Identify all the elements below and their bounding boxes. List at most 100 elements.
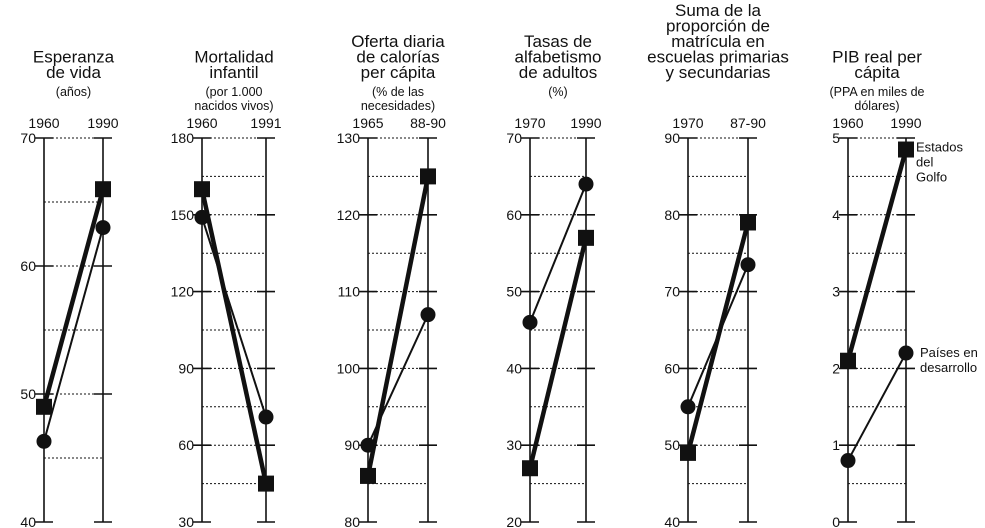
data-point-square <box>420 168 436 185</box>
y-tick-label: 120 <box>171 284 195 300</box>
y-tick-label: 3 <box>832 284 840 300</box>
y-tick-label: 90 <box>178 360 194 376</box>
data-point-circle <box>522 314 538 330</box>
series-line-gulf <box>199 188 269 485</box>
data-point-square <box>36 398 52 415</box>
y-tick-label: 60 <box>178 437 194 453</box>
panel-subtitle-line: (años) <box>56 85 91 99</box>
y-tick-label: 100 <box>337 360 361 376</box>
data-point-circle <box>898 345 914 361</box>
data-point-square <box>95 181 111 198</box>
panel-title-line: alfabetismo <box>515 48 602 67</box>
y-tick-label: 60 <box>664 360 680 376</box>
data-point-square <box>680 444 696 461</box>
data-point-circle <box>194 209 210 225</box>
series-line-gulf <box>365 175 431 477</box>
panel-title-line: cápita <box>854 63 900 82</box>
y-tick-label: 40 <box>506 360 522 376</box>
series-line-gulf <box>527 237 589 469</box>
panel-title-line: Suma de la <box>675 1 762 20</box>
y-tick-label: 150 <box>171 207 195 223</box>
x-tick-label: 1970 <box>514 115 545 131</box>
y-tick-label: 180 <box>171 130 195 146</box>
data-point-circle <box>258 409 274 425</box>
y-tick-label: 40 <box>664 514 680 528</box>
panel-subtitle-line: (PPA en miles de <box>830 85 925 99</box>
data-point-circle <box>36 433 52 449</box>
data-point-circle <box>95 220 111 236</box>
y-tick-label: 90 <box>344 437 360 453</box>
data-point-circle <box>680 399 696 415</box>
legend-label-developing: Países en <box>920 345 978 360</box>
y-tick-label: 1 <box>832 437 840 453</box>
data-point-square <box>194 181 210 198</box>
series-line-developing <box>687 264 749 408</box>
panel-title-line: Mortalidad <box>194 48 273 67</box>
series-line-developing <box>367 314 429 446</box>
legend-label-gulf: del <box>916 155 933 170</box>
data-point-square <box>360 467 376 484</box>
series-line-gulf <box>845 148 909 362</box>
x-tick-label: 1960 <box>28 115 59 131</box>
y-tick-label: 120 <box>337 207 361 223</box>
series-line-developing <box>529 183 587 323</box>
data-point-circle <box>420 307 436 323</box>
y-tick-label: 2 <box>832 360 840 376</box>
panel-title-line: per cápita <box>361 63 436 82</box>
x-tick-label: 88-90 <box>410 115 446 131</box>
panel-title-line: matrícula en <box>671 32 765 51</box>
y-tick-label: 70 <box>20 130 36 146</box>
panel-subtitle-line: (por 1.000 <box>206 85 263 99</box>
y-tick-label: 4 <box>832 207 840 223</box>
x-tick-label: 1970 <box>672 115 703 131</box>
data-point-square <box>898 141 914 158</box>
data-point-square <box>740 214 756 231</box>
panel-title-line: Oferta diaria <box>351 32 445 51</box>
series-line-developing <box>847 352 907 462</box>
y-tick-label: 80 <box>664 207 680 223</box>
y-tick-label: 30 <box>506 437 522 453</box>
x-tick-label: 1965 <box>352 115 383 131</box>
panel-subtitle-line: (%) <box>548 85 567 99</box>
y-tick-label: 5 <box>832 130 840 146</box>
panel-subtitle-line: nacidos vivos) <box>194 99 273 113</box>
panel-title-line: escuelas primarias <box>647 48 789 67</box>
y-tick-label: 40 <box>20 514 36 528</box>
y-tick-label: 130 <box>337 130 361 146</box>
data-point-circle <box>740 257 756 273</box>
y-tick-label: 50 <box>506 284 522 300</box>
y-tick-label: 0 <box>832 514 840 528</box>
series-line-developing <box>201 217 267 418</box>
data-point-circle <box>578 176 594 192</box>
panel-subtitle-line: necesidades) <box>361 99 435 113</box>
data-point-square <box>840 352 856 369</box>
panel-title-line: Esperanza <box>33 48 115 67</box>
legend-label-developing: desarrollo <box>920 360 977 375</box>
x-tick-label: 87-90 <box>730 115 766 131</box>
panel-title-line: proporción de <box>666 17 770 36</box>
legend-label-gulf: Golfo <box>916 170 947 185</box>
y-tick-label: 110 <box>338 284 361 300</box>
x-tick-label: 1960 <box>186 115 217 131</box>
y-tick-label: 50 <box>664 437 680 453</box>
data-point-square <box>522 460 538 477</box>
y-tick-label: 50 <box>20 386 36 402</box>
panel-title-line: de vida <box>46 63 101 82</box>
x-tick-label: 1990 <box>890 115 921 131</box>
series-line-gulf <box>41 188 106 408</box>
panel-subtitle-line: dólares) <box>854 99 899 113</box>
y-tick-label: 20 <box>506 514 522 528</box>
panel-subtitle-line: (% de las <box>372 85 424 99</box>
panel-title-line: y secundarias <box>666 63 771 82</box>
y-tick-label: 70 <box>664 284 680 300</box>
panel-title-line: de adultos <box>519 63 597 82</box>
x-tick-label: 1991 <box>250 115 281 131</box>
y-tick-label: 70 <box>506 130 522 146</box>
y-tick-label: 60 <box>20 258 36 274</box>
x-tick-label: 1960 <box>832 115 863 131</box>
panel-title-line: de calorías <box>356 48 439 67</box>
panel-title-line: infantil <box>209 63 258 82</box>
y-tick-label: 90 <box>664 130 680 146</box>
panel-title-line: Tasas de <box>524 32 592 51</box>
